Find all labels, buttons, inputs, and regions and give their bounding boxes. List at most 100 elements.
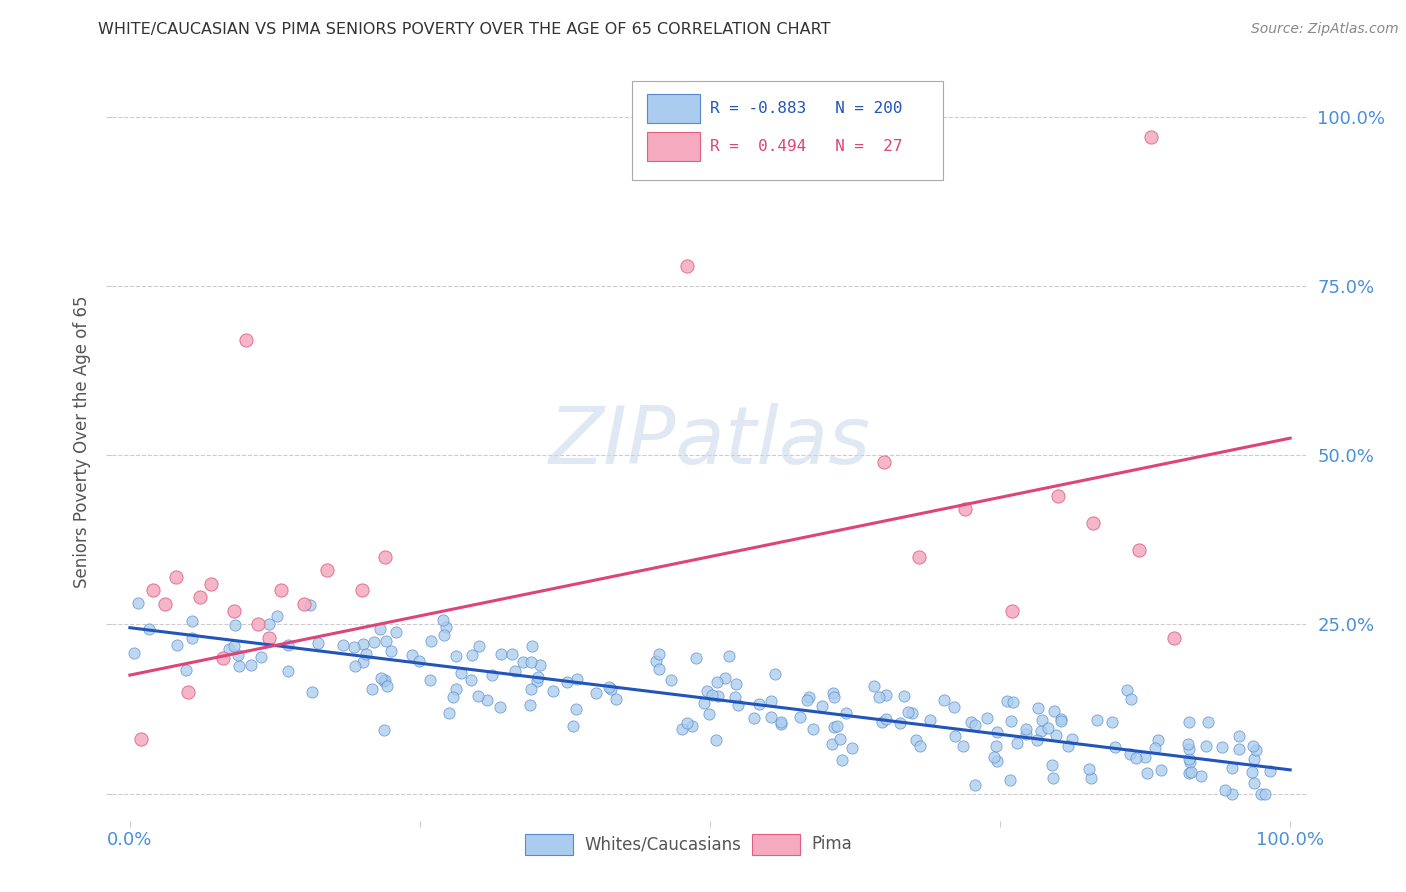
Point bbox=[976, 711, 998, 725]
Point bbox=[444, 681, 467, 696]
Point bbox=[181, 632, 204, 646]
Point bbox=[868, 690, 890, 705]
Point bbox=[1243, 776, 1265, 790]
Point bbox=[1119, 747, 1142, 762]
Point bbox=[963, 777, 986, 791]
Point bbox=[1042, 771, 1064, 785]
Point bbox=[375, 634, 398, 648]
Point bbox=[240, 657, 263, 672]
Point bbox=[519, 655, 541, 669]
Point bbox=[344, 659, 367, 673]
Point bbox=[1060, 732, 1083, 747]
Point bbox=[1135, 750, 1157, 764]
Point bbox=[522, 640, 544, 654]
Point bbox=[1220, 787, 1243, 801]
Point bbox=[567, 672, 589, 686]
Point bbox=[298, 598, 321, 612]
Point bbox=[153, 597, 176, 611]
Point bbox=[945, 729, 967, 743]
Point bbox=[676, 715, 699, 730]
Point bbox=[796, 692, 818, 706]
Point bbox=[918, 714, 941, 728]
Point bbox=[1036, 721, 1059, 735]
Point bbox=[1040, 758, 1063, 772]
Point bbox=[1220, 761, 1243, 775]
Point bbox=[1250, 787, 1272, 801]
Point bbox=[1163, 631, 1185, 645]
Bar bbox=[524, 833, 572, 855]
Point bbox=[481, 668, 503, 682]
Point bbox=[224, 604, 246, 618]
Point bbox=[986, 739, 1008, 753]
Point bbox=[908, 549, 931, 564]
Point bbox=[361, 681, 384, 696]
Point bbox=[180, 614, 202, 628]
Point bbox=[176, 663, 198, 677]
Point bbox=[1049, 714, 1071, 728]
FancyBboxPatch shape bbox=[633, 81, 943, 180]
Point bbox=[519, 681, 541, 696]
Point bbox=[1189, 769, 1212, 783]
Point bbox=[368, 622, 391, 636]
Point bbox=[769, 714, 792, 729]
Point bbox=[998, 772, 1021, 787]
Point bbox=[645, 654, 668, 668]
Text: Pima: Pima bbox=[811, 835, 852, 853]
Point bbox=[986, 754, 1008, 768]
Point bbox=[501, 647, 523, 661]
Point bbox=[380, 644, 402, 658]
Point bbox=[562, 719, 585, 733]
Point bbox=[605, 691, 627, 706]
Point bbox=[748, 697, 770, 711]
Point bbox=[647, 647, 669, 661]
Point bbox=[1195, 739, 1218, 754]
Point bbox=[555, 674, 578, 689]
Point bbox=[789, 710, 811, 724]
Point bbox=[841, 740, 863, 755]
Point bbox=[301, 685, 323, 699]
Point bbox=[1005, 736, 1028, 750]
Point bbox=[1140, 129, 1163, 144]
Text: ZIPatlas: ZIPatlas bbox=[548, 402, 872, 481]
Point bbox=[671, 722, 693, 736]
Point bbox=[307, 636, 329, 650]
Point bbox=[226, 648, 249, 662]
Point bbox=[343, 640, 366, 654]
Point bbox=[419, 633, 441, 648]
Point bbox=[759, 710, 782, 724]
Point bbox=[266, 608, 288, 623]
Point bbox=[1178, 742, 1201, 756]
Point bbox=[401, 648, 423, 662]
Point bbox=[1227, 742, 1250, 756]
Point bbox=[468, 639, 491, 653]
Point bbox=[246, 617, 269, 632]
Point bbox=[648, 662, 671, 676]
Point bbox=[825, 718, 848, 732]
Point bbox=[1144, 741, 1167, 756]
Point bbox=[450, 665, 472, 680]
Point bbox=[893, 689, 915, 703]
Point bbox=[228, 659, 250, 673]
Point bbox=[963, 718, 986, 732]
Point bbox=[823, 690, 845, 705]
Point bbox=[177, 685, 200, 699]
Point bbox=[292, 597, 315, 611]
Point bbox=[1177, 737, 1199, 751]
Point bbox=[1240, 764, 1263, 779]
Point bbox=[127, 596, 149, 610]
Point bbox=[763, 667, 786, 681]
Point bbox=[725, 677, 748, 691]
Point bbox=[700, 688, 723, 702]
Point bbox=[1119, 692, 1142, 706]
Point bbox=[356, 647, 378, 661]
Point bbox=[527, 670, 550, 684]
Point bbox=[1031, 713, 1053, 727]
Point bbox=[224, 617, 246, 632]
Point bbox=[224, 639, 246, 653]
Point bbox=[489, 647, 512, 661]
Point bbox=[138, 622, 160, 636]
Point bbox=[433, 628, 456, 642]
Point bbox=[488, 700, 510, 714]
Point bbox=[1215, 782, 1237, 797]
Point bbox=[408, 654, 430, 668]
